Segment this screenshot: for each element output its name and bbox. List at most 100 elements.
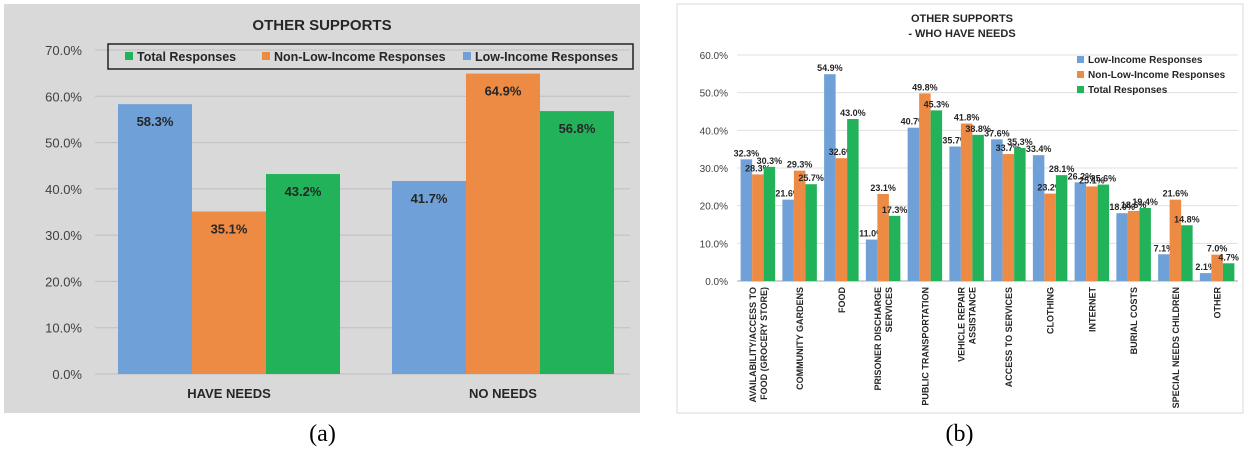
chart-a-category-label: HAVE NEEDS — [187, 386, 271, 401]
chart-b-ytick-label: 0.0% — [705, 277, 728, 288]
chart-a-legend-frame — [107, 43, 634, 70]
chart-a-data-label: 64.9% — [485, 84, 522, 99]
chart-a-bar-total-responses-no-needs — [540, 111, 614, 375]
chart-a-title: OTHER SUPPORTS — [252, 17, 391, 34]
chart-b-bar-total-responses-0 — [763, 166, 776, 281]
chart-b-data-label: 32.3% — [734, 148, 760, 158]
chart-b-bar-non-low-income-responses-2 — [835, 158, 848, 281]
chart-b-legend-entry: Non-Low-Income Responses — [1088, 70, 1226, 81]
chart-a-ytick-label: 50.0% — [45, 136, 82, 151]
chart-b-bar-non-low-income-responses-9 — [1127, 210, 1140, 281]
chart-b-category-label: OTHER — [1213, 286, 1223, 318]
chart-a-data-label: 56.8% — [559, 121, 596, 136]
chart-b-bar-low-income-responses-3 — [865, 239, 878, 281]
chart-a-bar-non-low-income-responses-have-needs — [192, 211, 266, 374]
chart-b-category-label: PRISONER DISCHARGE SERVICES — [873, 287, 894, 391]
chart-b-category-label-line: INTERNET — [1087, 286, 1097, 332]
chart-a-data-label: 41.7% — [411, 191, 448, 206]
chart-b-data-label: 45.3% — [924, 99, 950, 109]
chart-b-data-label: 54.9% — [817, 63, 843, 73]
chart-a-data-label: 58.3% — [137, 114, 174, 129]
chart-b-bar-low-income-responses-2 — [824, 74, 836, 282]
chart-b-data-label: 21.6% — [775, 189, 801, 199]
chart-a-bar-total-responses-have-needs — [266, 174, 340, 374]
chart-b-category-label: VEHICLE REPAIR ASSISTANCE — [957, 287, 978, 362]
chart-b-bar-non-low-income-responses-0 — [752, 174, 764, 281]
chart-b-data-label: 11.0% — [859, 229, 884, 239]
chart-b-data-label: 23.1% — [870, 183, 896, 193]
chart-b-bar-low-income-responses-4 — [907, 127, 920, 282]
chart-b-data-label: 25.1% — [1079, 175, 1105, 185]
chart-b-legend-swatch — [1077, 86, 1084, 93]
chart-a-data-label: 35.1% — [211, 222, 248, 237]
chart-b-bar-total-responses-10 — [1181, 225, 1193, 281]
chart-b-bar-non-low-income-responses-4 — [919, 93, 931, 281]
chart-a-ytick-label: 30.0% — [45, 228, 82, 243]
chart-b-legend-swatch — [1077, 56, 1084, 63]
chart-b-bar-total-responses-7 — [1055, 175, 1068, 281]
chart-b-category-label-line: CLOTHING — [1046, 287, 1056, 334]
chart-b-category-label-line: PUBLIC TRANSPORTATION — [920, 287, 930, 406]
chart-b-data-label: 7.0% — [1207, 244, 1228, 254]
chart-b-data-label: 14.8% — [1174, 214, 1200, 224]
chart-b-ytick-label: 20.0% — [700, 202, 728, 213]
chart-panel-b: OTHER SUPPORTS - WHO HAVE NEEDS 0.0% 10.0% 2… — [675, 0, 1244, 453]
chart-b-bar-non-low-income-responses-5 — [960, 123, 973, 281]
chart-b-data-label: 37.6% — [984, 128, 1010, 138]
chart-b-bar-low-income-responses-5 — [949, 146, 961, 281]
chart-a-ytick-label: 10.0% — [45, 321, 82, 336]
caption-a: (a) — [309, 421, 336, 447]
chart-b-bar-total-responses-3 — [888, 215, 901, 281]
chart-a-ytick-label: 0.0% — [52, 367, 82, 382]
chart-b-bar-total-responses-9 — [1139, 207, 1151, 281]
chart-b-legend-entry: Low-Income Responses — [1088, 55, 1203, 66]
chart-b-data-label: 18.6% — [1121, 200, 1147, 210]
chart-b-data-label: 38.8% — [965, 124, 991, 134]
chart-b-bar-total-responses-2 — [847, 119, 859, 282]
chart-b-data-label: 33.7% — [996, 143, 1022, 153]
chart-a-legend-swatch — [262, 52, 270, 60]
chart-b-bar-low-income-responses-1 — [782, 199, 794, 281]
chart-b-bar-non-low-income-responses-6 — [1002, 154, 1015, 281]
chart-b-category-label-line: AVAILABILITY/ACCESS TO — [748, 287, 758, 403]
chart-panel-a: OTHER SUPPORTS 0.0% 10.0% 20.0% 30.0% 40.0% 50… — [4, 4, 640, 447]
chart-b-data-label: 41.8% — [954, 113, 980, 123]
chart-a-ytick-label: 40.0% — [45, 182, 82, 197]
chart-b-data-label: 35.3% — [1007, 137, 1033, 147]
chart-b-data-label: 29.3% — [787, 160, 813, 170]
chart-b-bar-non-low-income-responses-1 — [793, 170, 806, 281]
chart-b-bar-total-responses-1 — [805, 184, 817, 281]
chart-b-category-label-line: PRISONER DISCHARGE — [873, 287, 883, 391]
chart-b-category-label-line: ACCESS TO SERVICES — [1004, 287, 1014, 387]
chart-b-ytick-label: 40.0% — [700, 126, 728, 137]
chart-b-subtitle: - WHO HAVE NEEDS — [908, 28, 1015, 40]
chart-b-ytick-label: 30.0% — [700, 164, 728, 175]
chart-a: OTHER SUPPORTS 0.0% 10.0% 20.0% 30.0% 40.0% 50… — [4, 4, 640, 413]
chart-a-ytick-label: 20.0% — [45, 274, 82, 289]
chart-b-bar-low-income-responses-10 — [1158, 254, 1170, 281]
chart-b-category-label-line: BURIAL COSTS — [1129, 287, 1139, 354]
chart-a-legend-entry: Low-Income Responses — [475, 50, 618, 64]
chart-a-legend: Total Responses Non-Low-Income Responses L… — [107, 43, 634, 70]
chart-b-bar-low-income-responses-9 — [1116, 213, 1128, 281]
chart-b-data-label: 7.1% — [1154, 243, 1175, 253]
chart-a-ytick-label: 70.0% — [45, 43, 82, 58]
chart-b-category-label-line: SPECIAL NEEDS CHILDREN — [1171, 287, 1181, 408]
chart-b-data-label: 21.6% — [1163, 189, 1189, 199]
chart-a-data-label: 43.2% — [285, 184, 322, 199]
chart-b: OTHER SUPPORTS - WHO HAVE NEEDS 0.0% 10.0% 2… — [676, 3, 1244, 414]
chart-a-legend-entry: Non-Low-Income Responses — [274, 50, 446, 64]
chart-a-legend-entry: Total Responses — [137, 50, 236, 64]
chart-b-data-label: 49.8% — [912, 82, 938, 92]
chart-b-category-label-line: FOOD (GROCERY STORE) — [759, 287, 769, 400]
chart-b-category-label-line: VEHICLE REPAIR — [957, 287, 967, 362]
chart-b-legend-entry: Total Responses — [1088, 85, 1168, 96]
chart-b-category-label: ACCESS TO SERVICES — [1004, 287, 1014, 387]
chart-a-legend-swatch — [125, 52, 133, 60]
chart-b-data-label: 25.7% — [798, 173, 824, 183]
chart-b-bar-low-income-responses-7 — [1032, 155, 1045, 281]
chart-a-category-label: NO NEEDS — [469, 386, 537, 401]
chart-b-title: OTHER SUPPORTS — [911, 13, 1013, 25]
chart-b-category-label: FOOD — [837, 287, 847, 313]
chart-b-category-label-line: OTHER — [1213, 286, 1223, 318]
